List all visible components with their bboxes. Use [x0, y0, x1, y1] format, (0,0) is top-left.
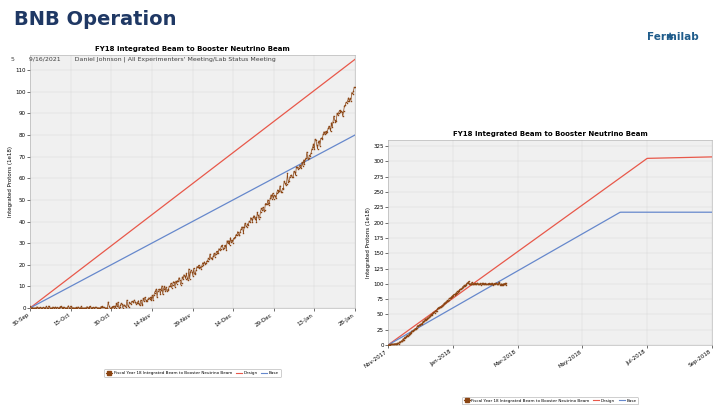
Title: FY18 Integrated Beam to Booster Neutrino Beam: FY18 Integrated Beam to Booster Neutrino… [453, 131, 647, 137]
Legend: Fiscal Year 18 Integrated Beam to Booster Neutrino Beam, Design, Base: Fiscal Year 18 Integrated Beam to Booste… [462, 397, 638, 405]
Text: Fermilab: Fermilab [647, 32, 698, 42]
Title: FY18 Integrated Beam to Booster Neutrino Beam: FY18 Integrated Beam to Booster Neutrino… [95, 46, 290, 52]
Text: ✱: ✱ [665, 32, 673, 42]
Legend: Fiscal Year 18 Integrated Beam to Booster Neutrino Beam, Design, Base: Fiscal Year 18 Integrated Beam to Booste… [104, 369, 281, 377]
Y-axis label: Integrated Protons (1e18): Integrated Protons (1e18) [366, 207, 371, 278]
Y-axis label: Integrated Protons (1e18): Integrated Protons (1e18) [7, 146, 12, 217]
Text: BNB Operation: BNB Operation [14, 10, 177, 29]
Text: 5       9/16/2021       Daniel Johnson | All Experimenters' Meeting/Lab Status M: 5 9/16/2021 Daniel Johnson | All Experim… [11, 57, 276, 62]
